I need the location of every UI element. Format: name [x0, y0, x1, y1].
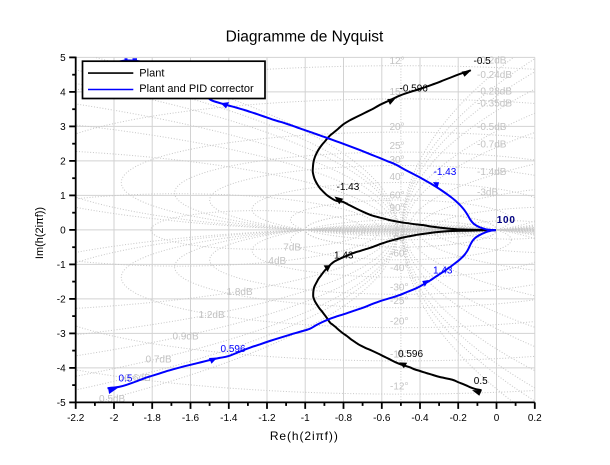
svg-text:-0.8: -0.8 [335, 413, 353, 424]
svg-text:-5: -5 [57, 398, 66, 409]
svg-text:0.596: 0.596 [398, 349, 423, 360]
svg-text:1.2dB: 1.2dB [199, 310, 225, 321]
svg-text:5: 5 [60, 53, 66, 64]
svg-text:4dB: 4dB [268, 256, 286, 267]
svg-text:-15°: -15° [390, 350, 408, 361]
svg-text:20°: 20° [390, 122, 405, 133]
svg-text:-0.5dB: -0.5dB [477, 122, 507, 133]
svg-text:-30°: -30° [390, 283, 408, 294]
svg-text:0.5: 0.5 [119, 374, 133, 385]
svg-text:-0.2dB: -0.2dB [477, 56, 507, 67]
svg-text:4: 4 [60, 87, 66, 98]
svg-text:-0.596: -0.596 [400, 84, 429, 95]
svg-text:-60°: -60° [390, 249, 408, 260]
svg-text:Plant and PID corrector: Plant and PID corrector [139, 83, 254, 95]
svg-text:-2: -2 [110, 413, 119, 424]
svg-text:-12°: -12° [390, 382, 408, 393]
svg-text:0.2: 0.2 [528, 413, 542, 424]
svg-text:Diagramme de Nyquist: Diagramme de Nyquist [226, 29, 384, 46]
svg-text:-1.8: -1.8 [144, 413, 162, 424]
svg-text:40°: 40° [390, 172, 405, 183]
svg-text:0.9dB: 0.9dB [173, 332, 199, 343]
svg-text:1: 1 [60, 191, 66, 202]
svg-text:0.596: 0.596 [221, 344, 246, 355]
svg-text:0.5dB: 0.5dB [99, 394, 125, 405]
svg-text:-3dB: -3dB [477, 188, 498, 199]
svg-text:-1.6: -1.6 [182, 413, 200, 424]
svg-text:-0.4: -0.4 [411, 413, 429, 424]
svg-text:0.6dB: 0.6dB [125, 373, 151, 384]
svg-text:-1.43: -1.43 [337, 182, 360, 193]
svg-text:-1.43: -1.43 [434, 167, 457, 178]
svg-text:Plant: Plant [139, 68, 164, 80]
svg-text:-0.2: -0.2 [450, 413, 468, 424]
svg-text:-0.35dB: -0.35dB [477, 99, 512, 110]
svg-text:0: 0 [60, 225, 66, 236]
svg-text:2: 2 [60, 156, 66, 167]
svg-text:0: 0 [494, 413, 500, 424]
svg-text:-0.6: -0.6 [373, 413, 391, 424]
svg-text:-1: -1 [301, 413, 310, 424]
svg-text:-1.4dB: -1.4dB [477, 167, 507, 178]
svg-text:60°: 60° [390, 191, 405, 202]
svg-text:-3: -3 [57, 329, 66, 340]
svg-text:1.43: 1.43 [433, 266, 453, 277]
svg-text:12°: 12° [390, 56, 405, 67]
svg-text:15°: 15° [390, 87, 405, 98]
svg-text:-40°: -40° [390, 263, 408, 274]
svg-text:-0.5: -0.5 [474, 56, 492, 67]
svg-text:90°: 90° [390, 203, 405, 214]
svg-text:-2.2: -2.2 [67, 413, 85, 424]
svg-text:25°: 25° [390, 141, 405, 152]
svg-text:7dB: 7dB [283, 243, 301, 254]
svg-text:-1: -1 [57, 260, 66, 271]
svg-text:1.43: 1.43 [334, 251, 354, 262]
svg-text:-0.7dB: -0.7dB [477, 139, 507, 150]
svg-text:30°: 30° [390, 155, 405, 166]
svg-text:Im(h(2iπf)): Im(h(2iπf)) [34, 207, 46, 259]
svg-text:1.8dB: 1.8dB [227, 287, 253, 298]
svg-text:-4: -4 [57, 363, 66, 374]
svg-text:-0.28dB: -0.28dB [477, 86, 512, 97]
svg-text:Re(h(2iπf)): Re(h(2iπf)) [270, 429, 339, 443]
svg-text:0.7dB: 0.7dB [146, 354, 172, 365]
svg-text:3: 3 [60, 122, 66, 133]
svg-text:-1.2: -1.2 [258, 413, 276, 424]
svg-text:-0.24dB: -0.24dB [477, 70, 512, 81]
svg-text:-2: -2 [57, 294, 66, 305]
svg-text:0.5: 0.5 [474, 376, 488, 387]
svg-text:100: 100 [497, 215, 516, 226]
svg-text:-25°: -25° [390, 296, 408, 307]
svg-text:-20°: -20° [390, 316, 408, 327]
svg-text:-1.4: -1.4 [220, 413, 238, 424]
